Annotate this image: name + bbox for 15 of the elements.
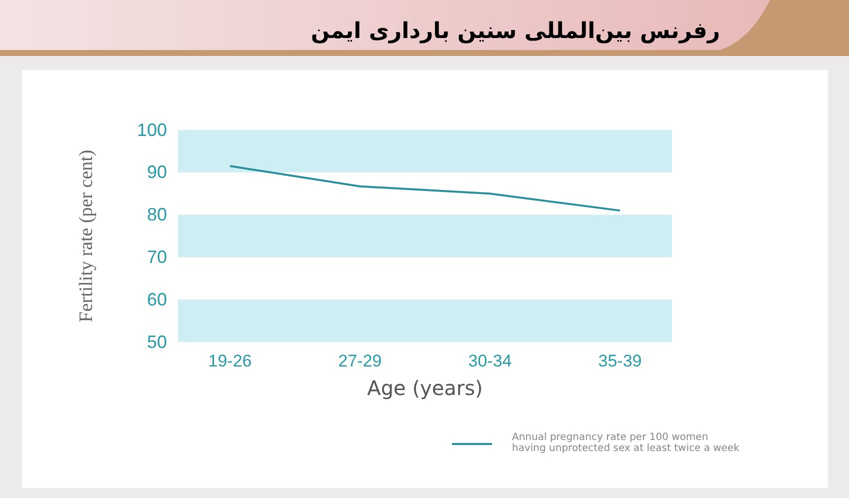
y-tick-label: 100	[136, 120, 167, 140]
y-tick-label: 60	[146, 289, 167, 310]
y-axis-title: Fertility rate (per cent)	[76, 150, 97, 322]
chart-title: رفرنس بین‌المللی سنین بارداری ایمن	[310, 19, 720, 44]
y-tick-label: 70	[146, 246, 167, 267]
y-tick-label: 90	[146, 162, 167, 182]
x-tick-label: 35-39	[598, 351, 642, 370]
y-tick-label: 80	[146, 204, 167, 225]
line-series	[229, 165, 621, 212]
x-axis-title: Age (years)	[367, 376, 483, 400]
x-tick-label: 27-29	[338, 351, 382, 370]
x-tick-label: 30-34	[468, 351, 512, 370]
legend-label: Annual pregnancy rate per 100 women having unprotected sex at least twice a week	[512, 432, 740, 454]
y-tick-label: 50	[146, 332, 167, 352]
x-tick-label: 19-26	[208, 351, 252, 370]
